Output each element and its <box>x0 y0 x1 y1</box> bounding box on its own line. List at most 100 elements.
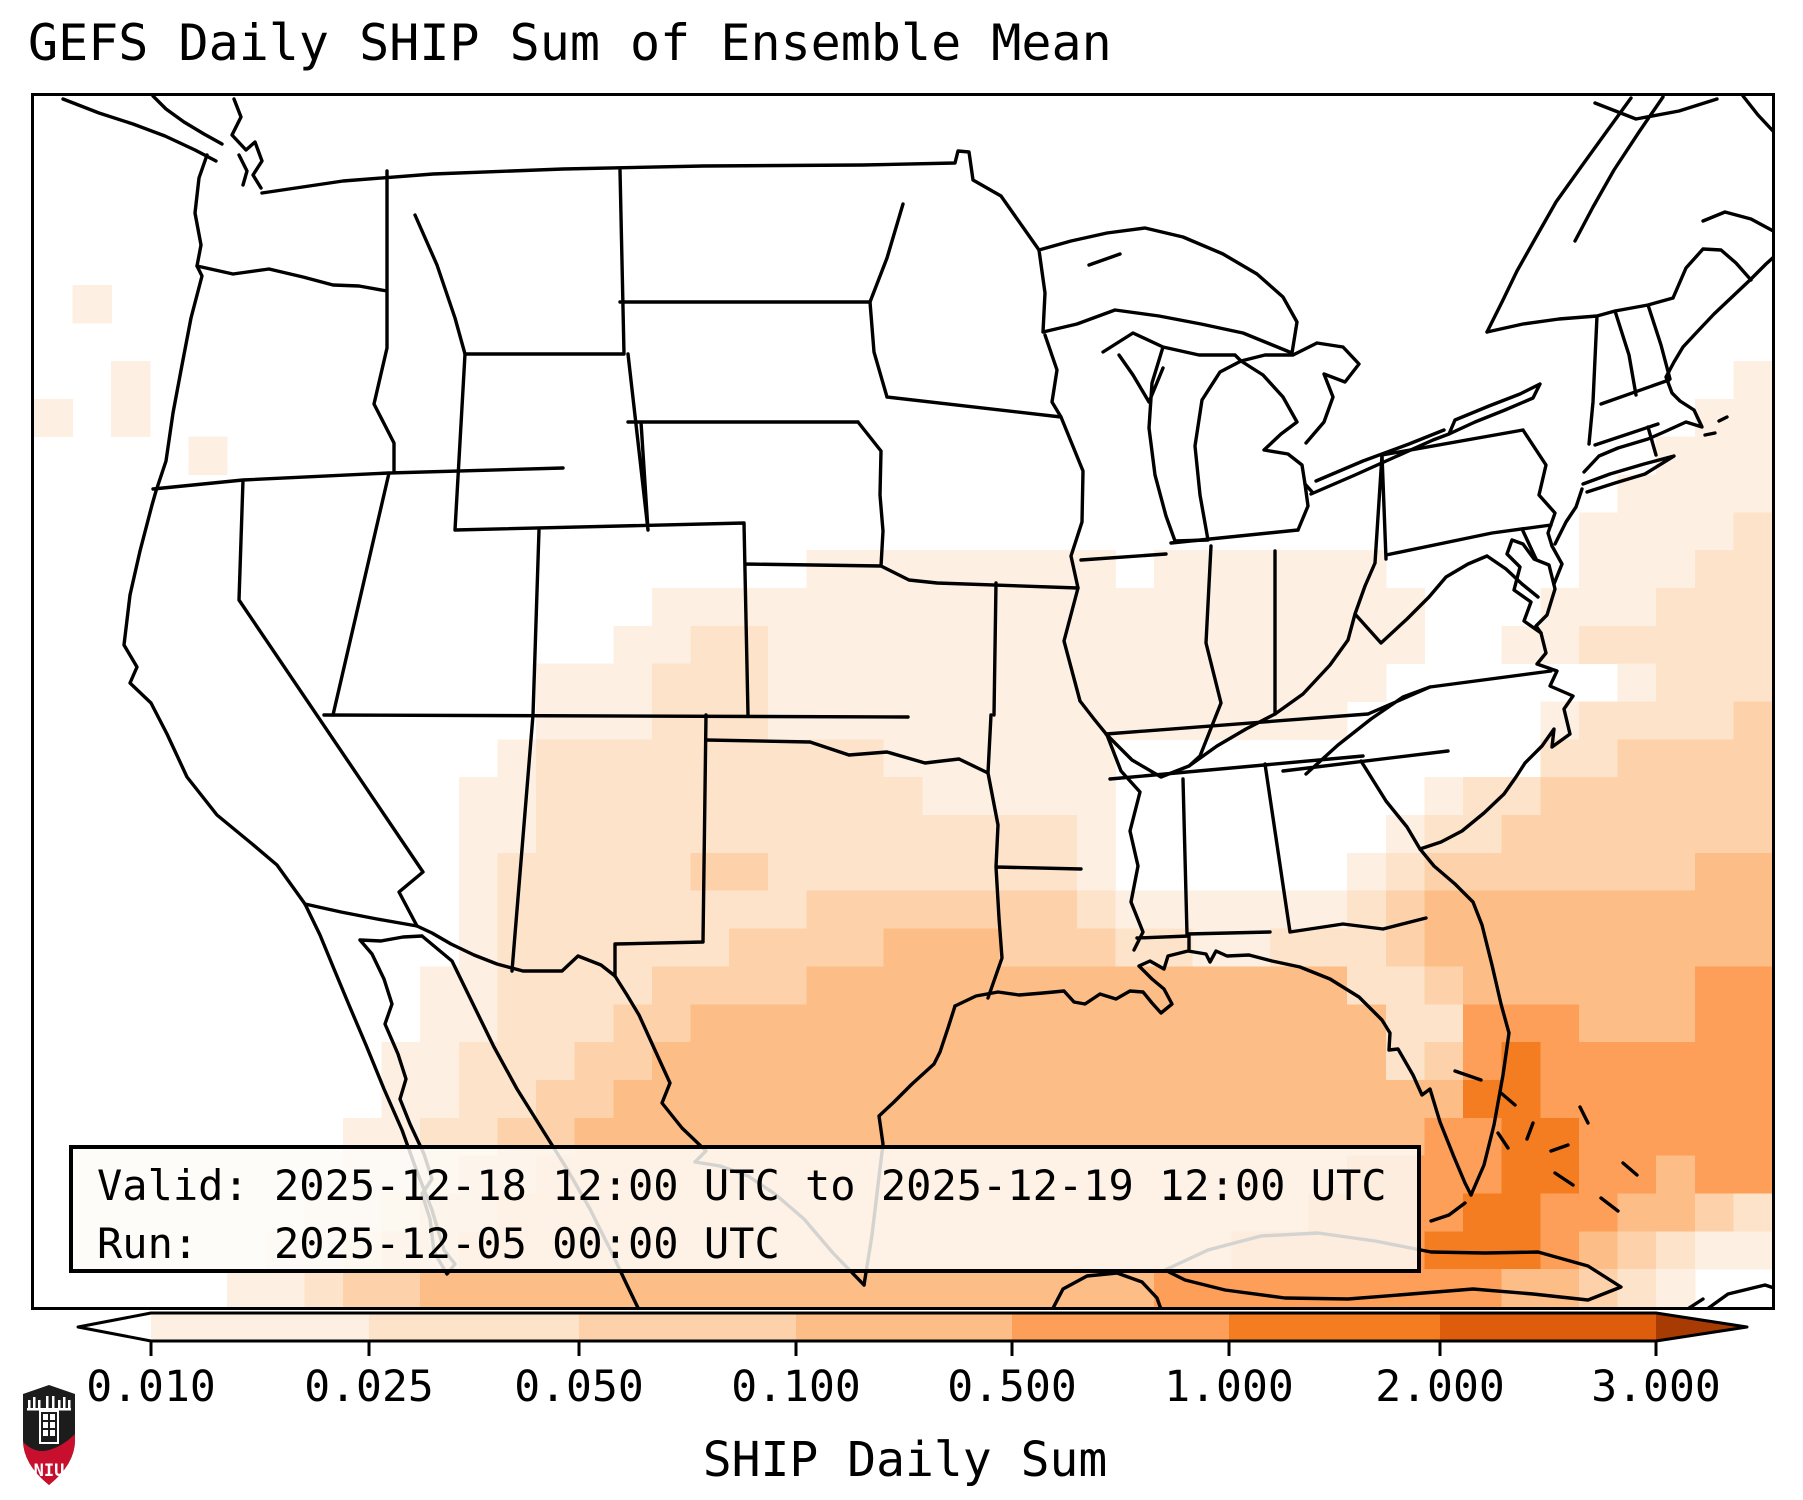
lake-michigan-huron <box>1101 331 1361 543</box>
heatmap-cell-run <box>1578 1004 1696 1043</box>
st-lawrence-coast <box>1485 96 1772 334</box>
niu-logo-text: NIU <box>34 1461 65 1481</box>
niu-castle-icon <box>27 1396 71 1444</box>
state-borders-layer <box>61 96 1772 1307</box>
heatmap-cell-run <box>1617 1193 1696 1232</box>
heatmap-cell-run <box>1540 1042 1772 1081</box>
heatmap-cell-run <box>1424 852 1696 892</box>
southeast-borders <box>1104 669 1553 936</box>
heatmap-cell-run <box>1617 474 1772 513</box>
run-time-text: Run: 2025-12-05 00:00 UTC <box>97 1219 780 1268</box>
heatmap-cell-run <box>652 588 1425 627</box>
heatmap-cell-run <box>1385 928 1425 967</box>
heatmap-cell-run <box>227 1269 305 1307</box>
page-title: GEFS Daily SHIP Sum of Ensemble Mean <box>28 14 1112 72</box>
lake-superior <box>1037 226 1299 355</box>
colorbar-segment <box>151 1313 369 1341</box>
colorbar-segment <box>1440 1313 1656 1341</box>
heatmap-cell-run <box>806 966 1348 1005</box>
heatmap-cell-run <box>420 1269 1155 1307</box>
heatmap-cell-run <box>536 663 653 703</box>
heatmap-cell-run <box>1269 928 1387 967</box>
colorbar-tick-label: 2.000 <box>1375 1362 1505 1412</box>
heatmap-cell-run <box>767 701 1348 740</box>
heatmap-cell-run <box>458 890 498 930</box>
heatmap-cell-run <box>497 1004 614 1043</box>
heatmap-cell-run <box>1694 1193 1734 1232</box>
heatmap-cell-run <box>420 1004 498 1043</box>
heatmap-cell-run <box>1076 852 1116 892</box>
heatmap-cell-run <box>1733 1193 1772 1232</box>
heatmap-cell-run <box>111 398 151 438</box>
heatmap-cell-run <box>1424 928 1772 967</box>
valid-time-text: Valid: 2025-12-18 12:00 UTC to 2025-12-1… <box>97 1161 1387 1210</box>
heatmap-cell-run <box>1656 1231 1696 1270</box>
heatmap-cell-run <box>806 550 1116 589</box>
heatmap-cell-run <box>1733 701 1772 740</box>
heatmap-cell-run <box>458 852 498 892</box>
heatmap-cell-run <box>613 1004 692 1043</box>
colorbar-segment <box>796 1313 1012 1341</box>
heatmap-cell-run <box>613 625 692 665</box>
heatmap-cell-run <box>1540 588 1657 627</box>
heatmap-cell-run <box>1347 852 1387 892</box>
heatmap-cell-run <box>1578 1155 1657 1194</box>
heatmap-cell-run <box>1540 1079 1772 1119</box>
heatmap-cell-run <box>1656 1155 1696 1194</box>
plains-borders <box>322 168 1080 719</box>
mid-atlantic-borders <box>1380 428 1557 561</box>
heatmap-cell-run <box>1656 663 1772 703</box>
heatmap-cell-run <box>999 928 1117 967</box>
heatmap-cell-run <box>1656 1269 1696 1307</box>
heatmap-cell-run <box>613 1079 1464 1119</box>
south-central-borders <box>704 713 1191 1000</box>
map-frame: Valid: 2025-12-18 12:00 UTC to 2025-12-1… <box>31 93 1775 1310</box>
heatmap-cell-run <box>1733 360 1772 400</box>
heatmap-cell-run <box>111 360 151 400</box>
atlantic-coast-north <box>1553 256 1772 546</box>
heatmap-cell-run <box>883 928 1001 967</box>
heatmap-cell-run <box>343 1269 421 1307</box>
heatmap-cell-run <box>767 852 1078 892</box>
heatmap-cell-run <box>1617 1231 1657 1270</box>
heatmap-cell-run <box>1115 890 1348 930</box>
colorbar-axis-label: SHIP Daily Sum <box>702 1432 1108 1488</box>
heatmap-cell-run <box>1463 966 1696 1005</box>
heatmap-cell-run <box>1501 1155 1580 1194</box>
heatmap-cell-run <box>1617 739 1772 778</box>
heatmap-cell-run <box>1463 1042 1503 1081</box>
mountain-west-borders <box>151 169 708 978</box>
heatmap-cell-run <box>652 1042 1387 1081</box>
heatmap-cell-run <box>1540 777 1772 816</box>
niu-logo: NIU <box>23 1385 75 1485</box>
colorbar-tick-label: 1.000 <box>1164 1362 1294 1412</box>
pacific-coast <box>122 153 307 906</box>
heatmap-cell-run <box>458 1042 576 1081</box>
colorbar-tick-label: 0.050 <box>514 1362 644 1412</box>
heatmap-cell-run <box>729 928 885 967</box>
heatmap-cell-run <box>1076 815 1116 854</box>
heatmap-cell-run <box>1578 1117 1772 1157</box>
heatmap-cell-run <box>1617 1269 1657 1307</box>
heatmap-cell-run <box>536 701 653 740</box>
heatmap-cell-run <box>1578 625 1772 665</box>
upper-mississippi-borders <box>868 202 1300 768</box>
heatmap-cell-run <box>1076 890 1116 930</box>
heatmap-cell-run <box>690 1004 1387 1043</box>
heatmap-cell-run <box>883 739 1116 778</box>
colorbar-tick-label: 3.000 <box>1591 1362 1721 1412</box>
heatmap-cell-run <box>1578 1231 1619 1270</box>
heatmap-cell-run <box>34 398 74 438</box>
heatmap-cell-run <box>1501 1269 1580 1307</box>
heatmap-cell-run <box>1463 1193 1541 1232</box>
heatmap-cell-run <box>1694 398 1772 438</box>
heatmap-cell-run <box>1424 966 1464 1005</box>
puget-sound-coast <box>61 96 264 190</box>
info-box: Valid: 2025-12-18 12:00 UTC to 2025-12-1… <box>69 1145 1421 1273</box>
heatmap-cell-run <box>1385 852 1425 892</box>
heatmap-cell-run <box>1424 815 1503 854</box>
heatmap-cell-run <box>1154 550 1387 589</box>
heatmap-cell-run <box>1385 1004 1464 1043</box>
heatmap-cell-run <box>652 966 808 1005</box>
